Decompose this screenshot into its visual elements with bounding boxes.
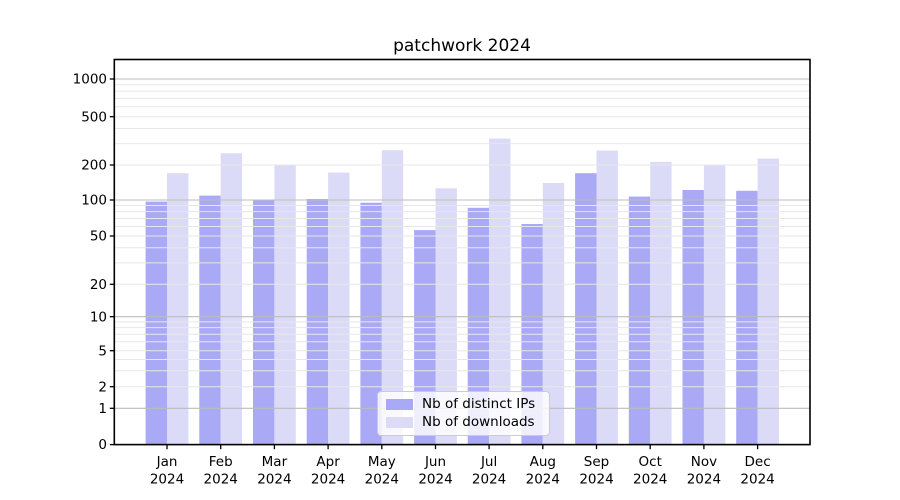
bar-downloads-nov — [703, 165, 726, 445]
y-tick-label: 200 — [81, 158, 107, 174]
y-tick-label: 20 — [90, 277, 107, 293]
legend: Nb of distinct IPs Nb of downloads — [377, 391, 550, 436]
chart-title: patchwork 2024 — [393, 36, 531, 56]
x-tick-label-year: 2024 — [472, 472, 506, 488]
x-tick-label-year: 2024 — [526, 472, 560, 488]
legend-item-distinct-ips: Nb of distinct IPs — [386, 397, 543, 412]
bar-ips-dec — [736, 190, 758, 445]
x-tick-label-year: 2024 — [687, 472, 721, 488]
bar-downloads-oct — [650, 161, 672, 445]
x-tick-label-month: May — [368, 454, 396, 470]
bar-ips-jun — [414, 230, 436, 445]
bar-downloads-dec — [757, 158, 779, 445]
bar-downloads-sep — [596, 150, 618, 445]
x-tick-label-year: 2024 — [365, 472, 399, 488]
y-tick-label: 10 — [90, 309, 107, 325]
x-tick-label-year: 2024 — [579, 472, 613, 488]
plot-border — [113, 58, 811, 446]
bar-ips-feb — [199, 195, 221, 445]
bar-ips-sep — [575, 173, 597, 445]
bar-downloads-jan — [167, 173, 189, 445]
bar-downloads-jul — [489, 138, 511, 445]
y-tick-label: 1000 — [73, 72, 107, 88]
x-tick-label-month: Sep — [584, 454, 609, 470]
x-tick-label-month: Oct — [639, 454, 662, 470]
x-tick-label-month: Nov — [691, 454, 717, 470]
x-tick-label-year: 2024 — [311, 472, 345, 488]
legend-label-downloads: Nb of downloads — [422, 414, 535, 431]
x-tick-label-year: 2024 — [418, 472, 452, 488]
y-tick-label: 0 — [98, 437, 107, 453]
x-tick-label-year: 2024 — [150, 472, 184, 488]
x-tick-label-month: Jan — [156, 454, 178, 470]
x-tick-label-month: Jun — [424, 454, 446, 470]
x-tick-label-month: Apr — [316, 454, 340, 470]
bar-downloads-feb — [220, 153, 243, 445]
y-tick-label: 1 — [98, 401, 107, 417]
legend-swatch-downloads — [386, 416, 413, 428]
bar-ips-oct — [628, 196, 651, 445]
y-tick-label: 100 — [81, 193, 107, 209]
y-tick-label: 5 — [98, 343, 107, 359]
x-tick-label-month: Dec — [745, 454, 771, 470]
legend-item-downloads: Nb of downloads — [386, 415, 543, 430]
bar-ips-jul — [467, 207, 490, 445]
x-tick-label-month: Mar — [262, 454, 288, 470]
bar-downloads-aug — [542, 183, 565, 445]
x-tick-label-year: 2024 — [257, 472, 291, 488]
bar-downloads-mar — [274, 164, 296, 445]
bar-downloads-apr — [328, 172, 350, 445]
y-tick-label: 500 — [81, 109, 107, 125]
bar-ips-nov — [682, 190, 704, 445]
x-tick-label-year: 2024 — [740, 472, 774, 488]
x-tick-label-year: 2024 — [204, 472, 238, 488]
legend-swatch-distinct-ips — [386, 399, 413, 411]
x-tick-label-month: Jul — [480, 454, 497, 470]
x-tick-label-month: Feb — [209, 454, 233, 470]
bar-ips-jan — [145, 201, 167, 445]
legend-label-distinct-ips: Nb of distinct IPs — [422, 396, 536, 413]
x-tick-label-year: 2024 — [633, 472, 667, 488]
y-tick-label: 2 — [98, 379, 107, 395]
y-tick-label: 50 — [90, 229, 107, 245]
x-tick-label-month: Aug — [530, 454, 556, 470]
